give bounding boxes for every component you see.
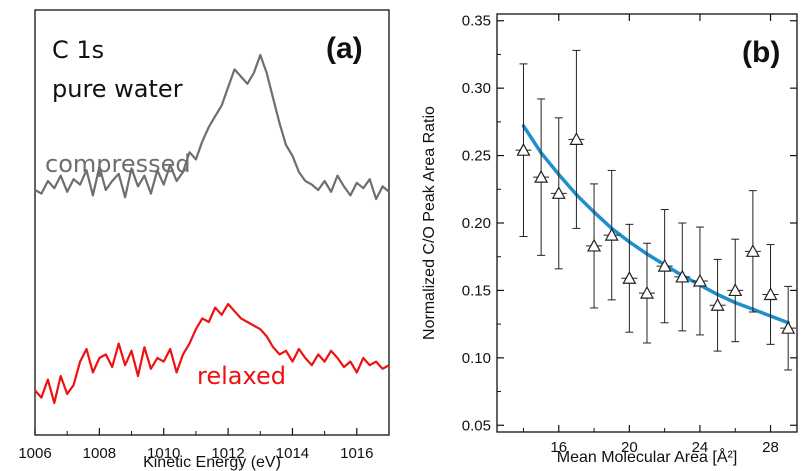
data-point-6 xyxy=(621,223,638,333)
panel-a: 1006 1008 1010 1012 1014 1016 C 1s pure water… xyxy=(18,9,390,471)
panel-b-ylabel: Normalized C/O Peak Area Ratio xyxy=(421,106,438,340)
b-xtick-label-1: 20 xyxy=(621,439,638,456)
data-point-4 xyxy=(586,183,603,309)
panel-b-frame xyxy=(496,13,798,433)
a-xtick-label-2: 1010 xyxy=(147,445,180,462)
a-xtick-label-3: 1012 xyxy=(211,445,244,462)
triangle-marker-10 xyxy=(692,273,707,287)
a-xtick-label-4: 1014 xyxy=(276,445,309,462)
triangle-marker-2 xyxy=(551,186,566,199)
series-label-compressed: compressed xyxy=(45,150,191,178)
fit-curve xyxy=(521,124,790,325)
panel-b-xlabel: Mean Molecular Area [Å²] xyxy=(557,447,738,466)
b-ytick-label-2: 0.15 xyxy=(462,282,491,299)
panel-b: 16 20 24 28 0.05 0.10 0.15 0.20 0.25 0.30 0.35 (b)… xyxy=(421,13,798,466)
data-point-11 xyxy=(709,258,726,352)
panel-a-annotation-1: C 1s xyxy=(52,36,104,64)
data-point-2 xyxy=(550,117,567,270)
triangle-marker-13 xyxy=(745,244,760,257)
panel-b-fit xyxy=(521,124,790,325)
triangle-marker-14 xyxy=(763,287,778,301)
b-xtick-label-2: 24 xyxy=(692,439,709,456)
panel-b-points xyxy=(515,49,797,371)
panel-a-annotation-2: pure water xyxy=(52,75,183,103)
panel-a-frame xyxy=(34,9,390,436)
triangle-marker-12 xyxy=(728,283,743,297)
a-xtick-label-1: 1008 xyxy=(83,445,116,462)
b-ytick-label-5: 0.30 xyxy=(462,80,491,97)
data-point-8 xyxy=(656,209,673,324)
series-line-compressed xyxy=(34,53,390,201)
data-point-10 xyxy=(691,226,708,336)
b-ytick-label-1: 0.10 xyxy=(462,350,491,367)
data-point-13 xyxy=(744,190,761,313)
triangle-marker-6 xyxy=(622,271,637,284)
triangle-marker-11 xyxy=(710,297,725,311)
b-ytick-label-0: 0.05 xyxy=(462,417,491,434)
panel-a-lines xyxy=(34,53,390,405)
triangle-marker-3 xyxy=(569,132,584,145)
triangle-marker-15 xyxy=(781,320,796,334)
panel-a-label: (a) xyxy=(326,32,363,65)
data-point-14 xyxy=(762,244,779,345)
b-ytick-label-4: 0.25 xyxy=(462,148,491,165)
b-xtick-label-3: 28 xyxy=(762,439,779,456)
triangle-marker-1 xyxy=(534,169,549,183)
data-point-1 xyxy=(533,98,550,256)
a-xtick-label-0: 1006 xyxy=(18,445,51,462)
panel-a-ticks: 1006 1008 1010 1012 1014 1016 xyxy=(18,428,390,462)
triangle-marker-4 xyxy=(587,238,602,252)
data-point-15 xyxy=(780,285,797,371)
triangle-marker-9 xyxy=(675,269,690,283)
data-point-3 xyxy=(568,49,585,229)
data-point-12 xyxy=(727,238,744,343)
b-ytick-label-6: 0.35 xyxy=(462,13,491,30)
series-label-relaxed: relaxed xyxy=(197,362,286,390)
triangle-marker-8 xyxy=(657,258,672,272)
panel-b-ticks: 16 20 24 28 0.05 0.10 0.15 0.20 0.25 0.30 0.35 xyxy=(462,13,797,456)
triangle-marker-0 xyxy=(516,142,531,156)
b-ytick-label-3: 0.20 xyxy=(462,215,491,232)
triangle-marker-7 xyxy=(639,285,655,299)
a-xtick-label-5: 1016 xyxy=(340,445,373,462)
panel-b-label: (b) xyxy=(742,36,780,69)
triangle-marker-5 xyxy=(604,227,619,241)
data-point-7 xyxy=(639,242,655,344)
data-point-9 xyxy=(674,222,691,332)
b-xtick-label-0: 16 xyxy=(550,439,567,456)
data-point-5 xyxy=(603,169,620,301)
data-point-0 xyxy=(515,63,532,237)
series-line-relaxed xyxy=(34,302,390,405)
panel-a-xlabel: Kinetic Energy (eV) xyxy=(143,454,281,471)
